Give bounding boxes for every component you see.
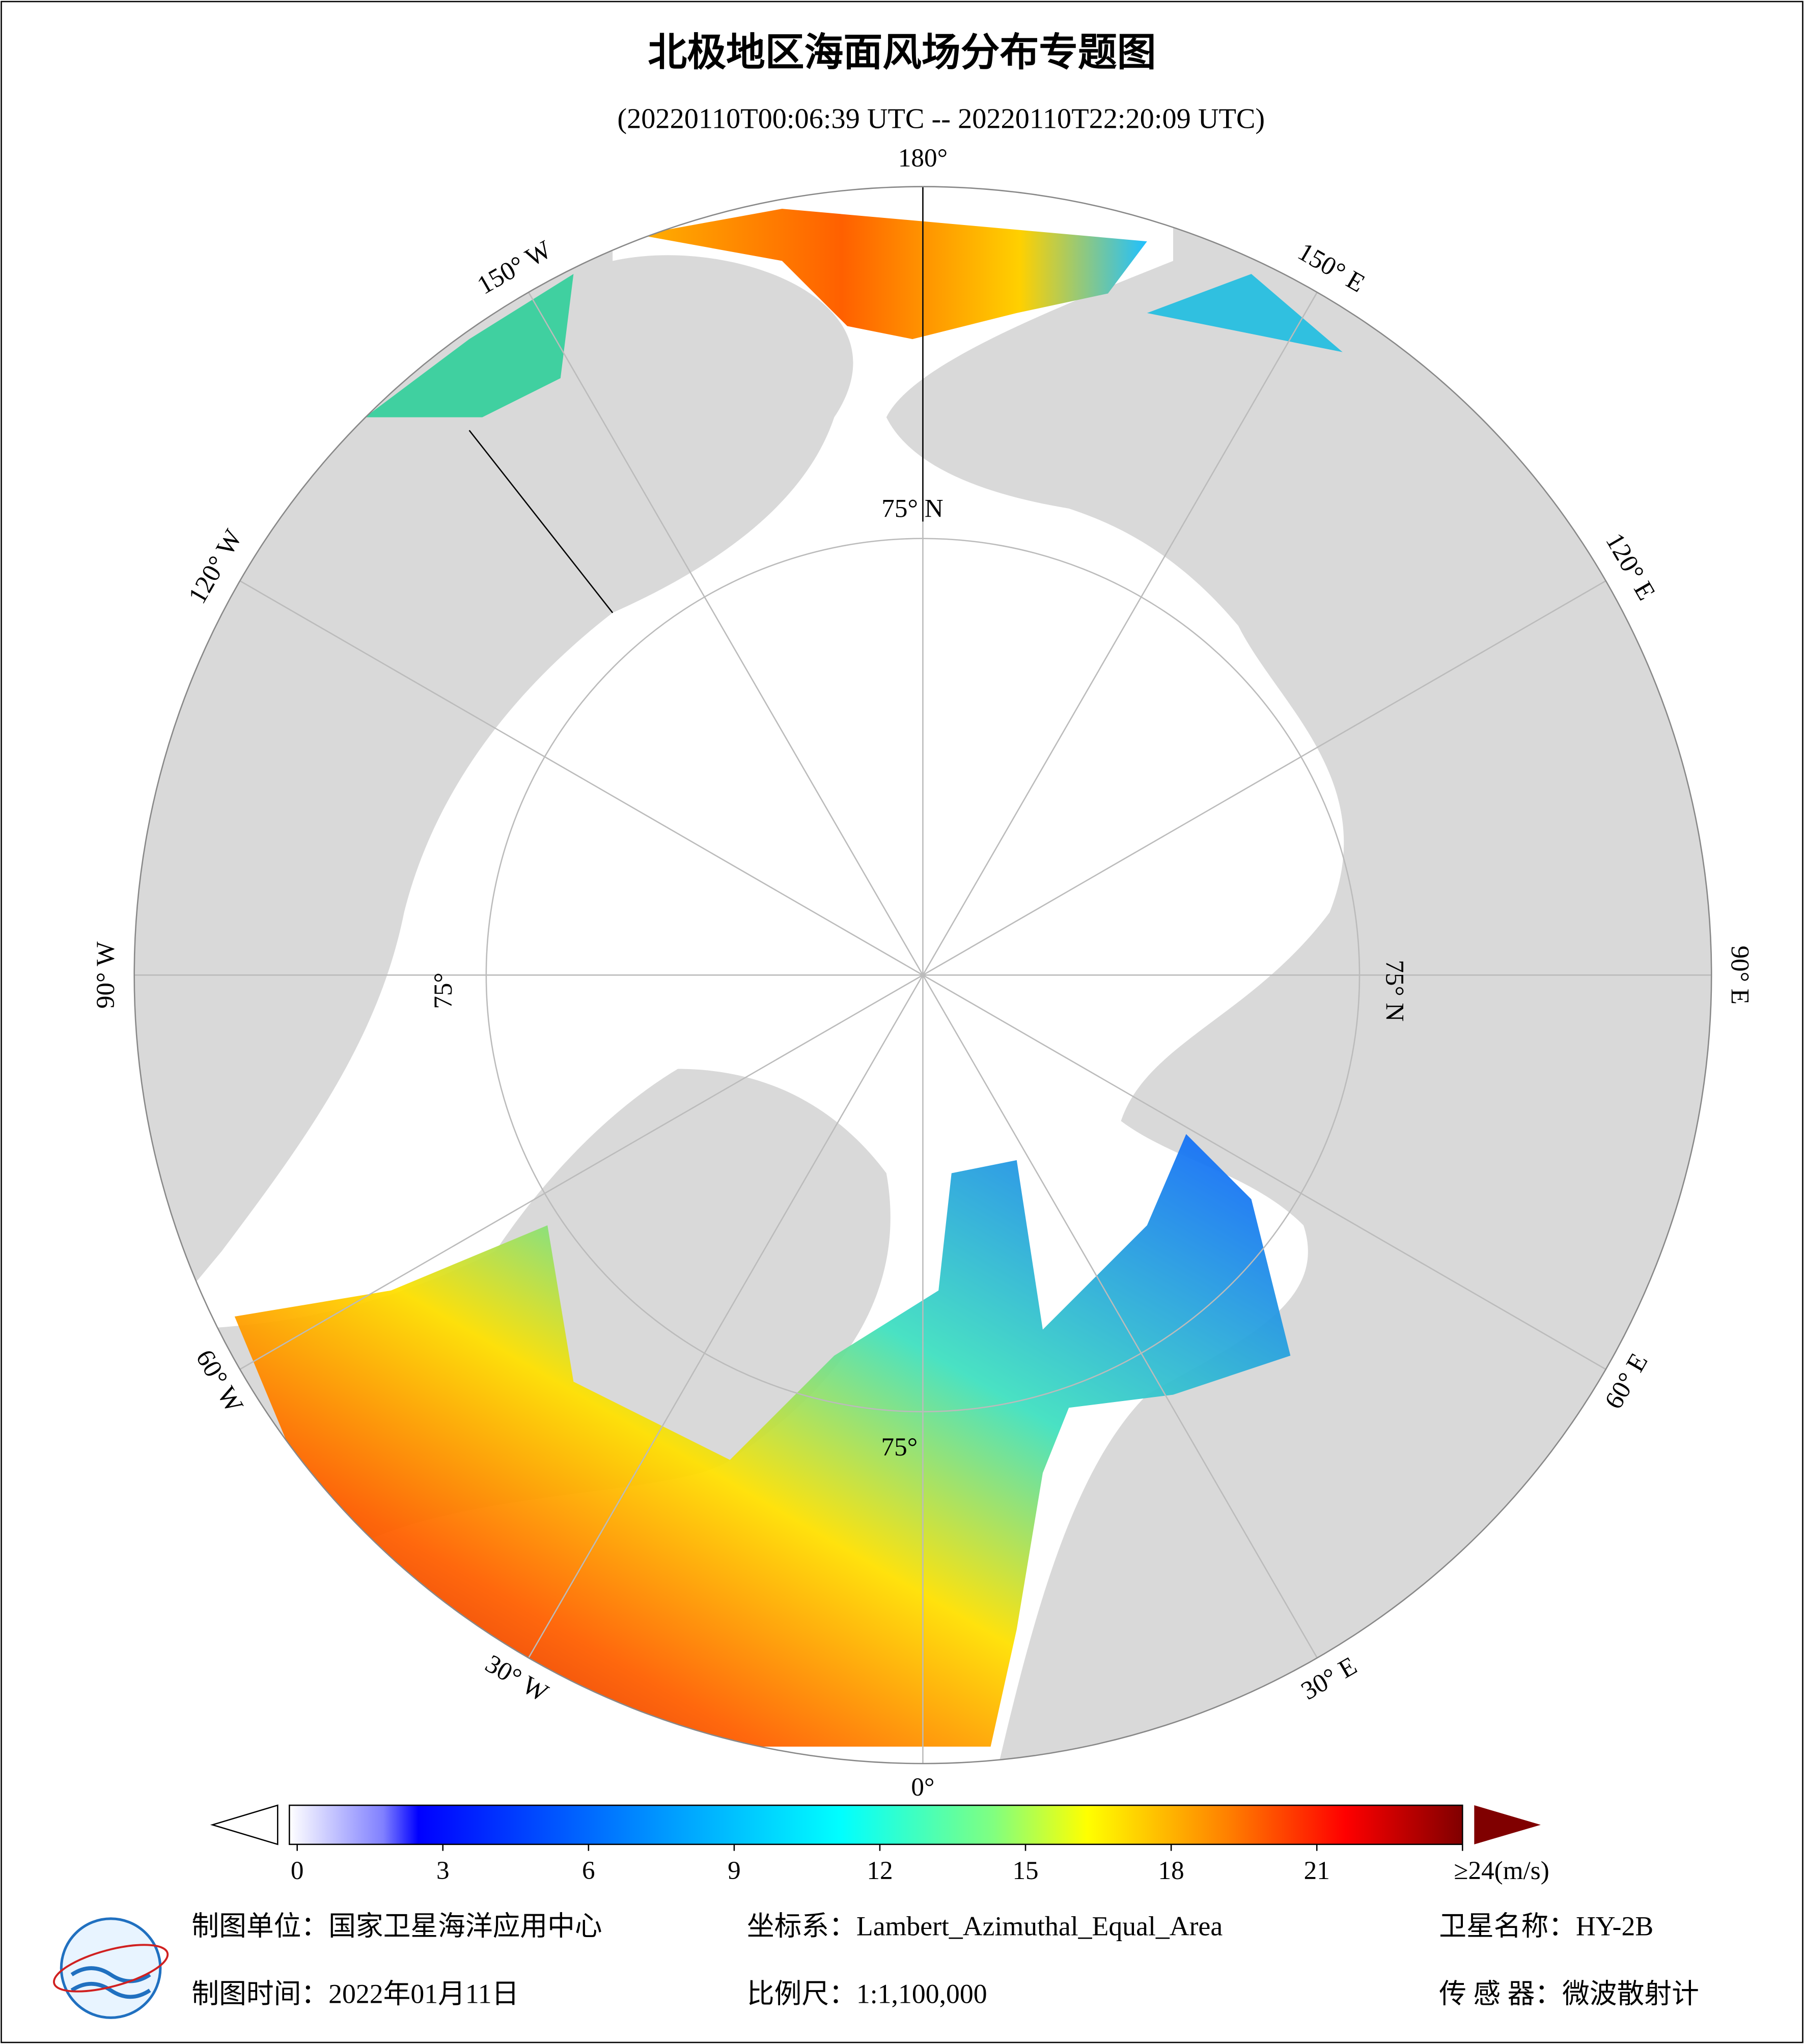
logo bbox=[53, 1917, 169, 2019]
latitude-label: 75° bbox=[429, 972, 458, 1009]
map-border bbox=[133, 186, 1712, 1765]
meridian bbox=[922, 580, 1606, 976]
meridian bbox=[922, 292, 1318, 975]
colorbar-tick-label: 9 bbox=[728, 1856, 741, 1885]
longitude-label: 180° bbox=[898, 144, 948, 173]
colorbar-tick-label: 0 bbox=[291, 1856, 304, 1885]
map bbox=[134, 186, 1712, 2044]
logo-circle bbox=[60, 1917, 162, 2019]
footer-unit: 制图单位：国家卫星海洋应用中心 bbox=[191, 1911, 602, 1942]
colorbar-ramp bbox=[289, 1804, 1463, 1845]
colorbar-tick-label: 21 bbox=[1304, 1856, 1330, 1885]
longitude-label: 90° E bbox=[1726, 945, 1755, 1004]
longitude-label: 0° bbox=[911, 1773, 934, 1802]
colorbar-tick-label: 18 bbox=[1158, 1856, 1184, 1885]
footer-satellite: 卫星名称：HY-2B bbox=[1439, 1911, 1653, 1942]
footer-date: 制图时间：2022年01月11日 bbox=[191, 1979, 519, 2009]
wind-field-pacific bbox=[639, 209, 1147, 340]
colorbar-under bbox=[210, 1804, 279, 1845]
meridian bbox=[528, 974, 924, 1659]
wind-field-baltic bbox=[1121, 1981, 1173, 2044]
colorbar-tick-label: 6 bbox=[582, 1856, 595, 1885]
footer-scale: 比例尺：1:1,100,000 bbox=[747, 1979, 987, 2009]
wind-field-bering bbox=[365, 274, 574, 417]
border-line bbox=[468, 430, 614, 613]
colorbar-tick-label: ≥24(m/s) bbox=[1454, 1856, 1549, 1885]
colorbar-over bbox=[1474, 1805, 1541, 1844]
colorbar-tick-label: 15 bbox=[1012, 1856, 1038, 1885]
latitude-label: 75° bbox=[881, 1433, 918, 1462]
meridian bbox=[239, 580, 924, 976]
footer-coords: 坐标系：Lambert_Azimuthal_Equal_Area bbox=[747, 1911, 1223, 1942]
graticule bbox=[134, 186, 1712, 1764]
meridian bbox=[528, 292, 924, 975]
meridian bbox=[922, 974, 1606, 1370]
title: 北极地区海面风场分布专题图 bbox=[648, 30, 1156, 75]
colorbar-tick-label: 12 bbox=[867, 1856, 893, 1885]
subtitle: (20220110T00:06:39 UTC -- 20220110T22:20… bbox=[617, 103, 1265, 134]
latitude-label: 75° N bbox=[881, 494, 943, 523]
footer-sensor: 传 感 器：微波散射计 bbox=[1439, 1979, 1699, 2009]
wind-field-atlantic bbox=[234, 1134, 1291, 1747]
colorbar-tick-label: 3 bbox=[436, 1856, 450, 1885]
latitude-label: 75° N bbox=[1380, 960, 1409, 1021]
meridian bbox=[239, 974, 924, 1370]
longitude-label: 90° W bbox=[91, 941, 120, 1009]
meridian bbox=[922, 974, 1318, 1659]
logo-waves bbox=[70, 1966, 151, 1999]
colorbar: 0 3 6 9 12 15 18 21 ≥24(m/s) bbox=[210, 1804, 1549, 1885]
logo-orbit bbox=[53, 1944, 169, 1993]
